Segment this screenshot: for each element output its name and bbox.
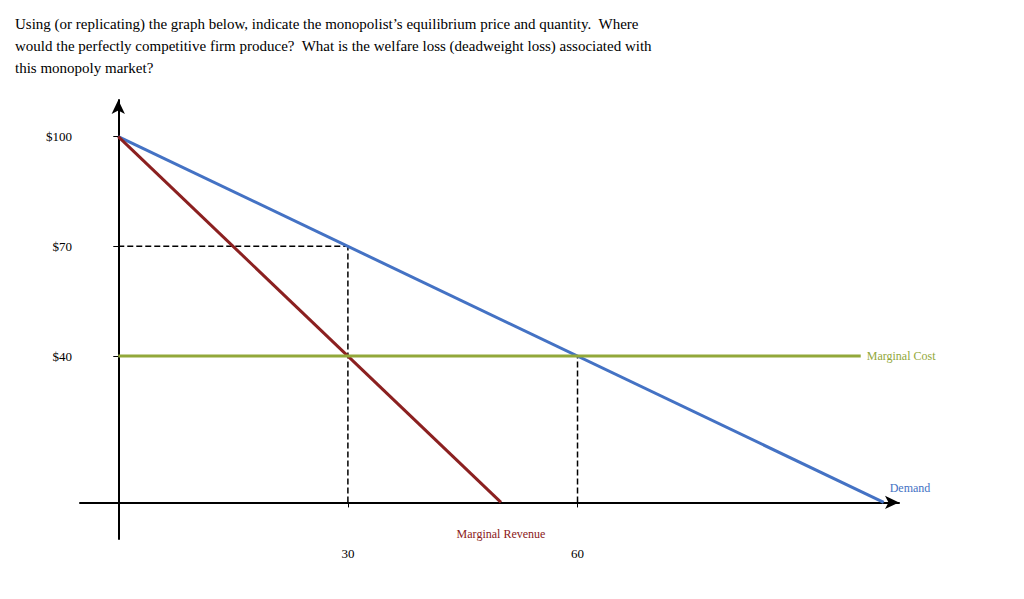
svg-text:$100: $100 <box>46 129 72 144</box>
svg-text:this monopoly market?: this monopoly market? <box>15 60 154 76</box>
svg-text:Using (or replicating) the gra: Using (or replicating) the graph below, … <box>15 16 639 33</box>
svg-text:would the perfectly competitiv: would the perfectly competitive firm pro… <box>15 38 652 55</box>
svg-text:$70: $70 <box>53 239 73 254</box>
svg-text:60: 60 <box>571 546 584 561</box>
svg-text:$40: $40 <box>53 349 73 364</box>
svg-text:Marginal Revenue: Marginal Revenue <box>457 527 546 541</box>
svg-text:Marginal Cost: Marginal Cost <box>867 349 936 363</box>
svg-text:30: 30 <box>341 546 354 561</box>
svg-text:Demand: Demand <box>890 481 931 495</box>
